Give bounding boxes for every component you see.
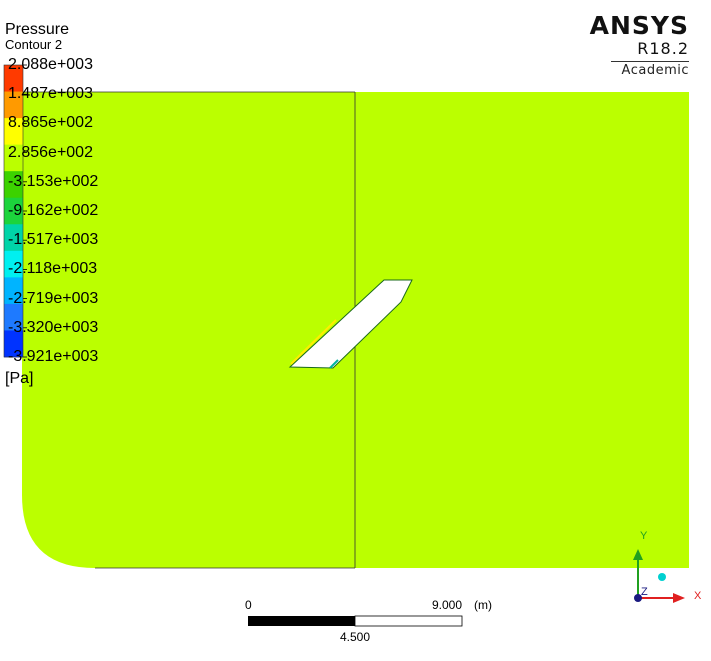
legend-unit: [Pa] [5, 370, 34, 387]
legend-level-label: -2.719e+003 [8, 289, 99, 307]
brand-divider [611, 61, 689, 62]
y-axis-arrow [633, 549, 643, 560]
view-sphere [658, 573, 666, 581]
legend-level-label: -3.320e+003 [8, 318, 99, 336]
brand-name: ANSYS [589, 11, 689, 40]
legend-contour-name: Contour 2 [5, 37, 63, 52]
legend-level-label: -1.517e+003 [8, 231, 99, 249]
legend-swatch [4, 303, 23, 331]
legend-swatch [4, 91, 23, 119]
airfoil-body [288, 279, 413, 369]
legend-swatch [4, 65, 23, 92]
legend-level-label: 2.856e+002 [8, 143, 93, 161]
brand-edition: Academic [621, 63, 689, 78]
z-axis-origin [634, 594, 642, 602]
trailing-edge-low-pressure [329, 359, 339, 369]
scale-mid-label: 4.500 [340, 630, 371, 644]
legend-level-label: -2.118e+003 [8, 260, 98, 278]
legend-bar-outline [3, 64, 24, 358]
z-axis-label: Z [641, 586, 648, 598]
legend-swatch [4, 330, 23, 358]
legend-swatch [4, 277, 23, 305]
legend-swatch [4, 197, 23, 225]
ansys-logo: ANSYS R18.2 Academic [590, 12, 689, 80]
brand-version: R18.2 [637, 39, 689, 58]
x-axis-arrow [673, 593, 685, 603]
legend-level-label: 1.487e+003 [8, 85, 93, 103]
legend-level-label: -3.153e+002 [8, 172, 99, 190]
scale-start-label: 0 [245, 598, 252, 612]
legend-swatch [4, 118, 23, 146]
legend-level-label: 2.088e+003 [8, 56, 93, 73]
scale-end-label: 9.000 [432, 598, 463, 612]
legend-swatch [4, 250, 23, 278]
legend-level-label: -9.162e+002 [8, 202, 99, 219]
axis-triad[interactable] [633, 549, 685, 603]
legend-swatch [4, 224, 23, 252]
legend-level-label: -3.921e+003 [8, 348, 99, 365]
scale-unit-label: (m) [474, 598, 492, 612]
x-axis-label: X [694, 590, 702, 602]
y-axis-label: Y [640, 530, 648, 542]
legend-level-label: 8.865e+002 [8, 114, 93, 132]
legend-color-bar [3, 64, 27, 358]
legend-variable: Pressure [5, 21, 70, 38]
legend-swatch [4, 171, 23, 199]
legend-swatch [4, 144, 23, 172]
leading-edge-high-pressure [290, 319, 337, 365]
scale-bar [248, 615, 463, 627]
